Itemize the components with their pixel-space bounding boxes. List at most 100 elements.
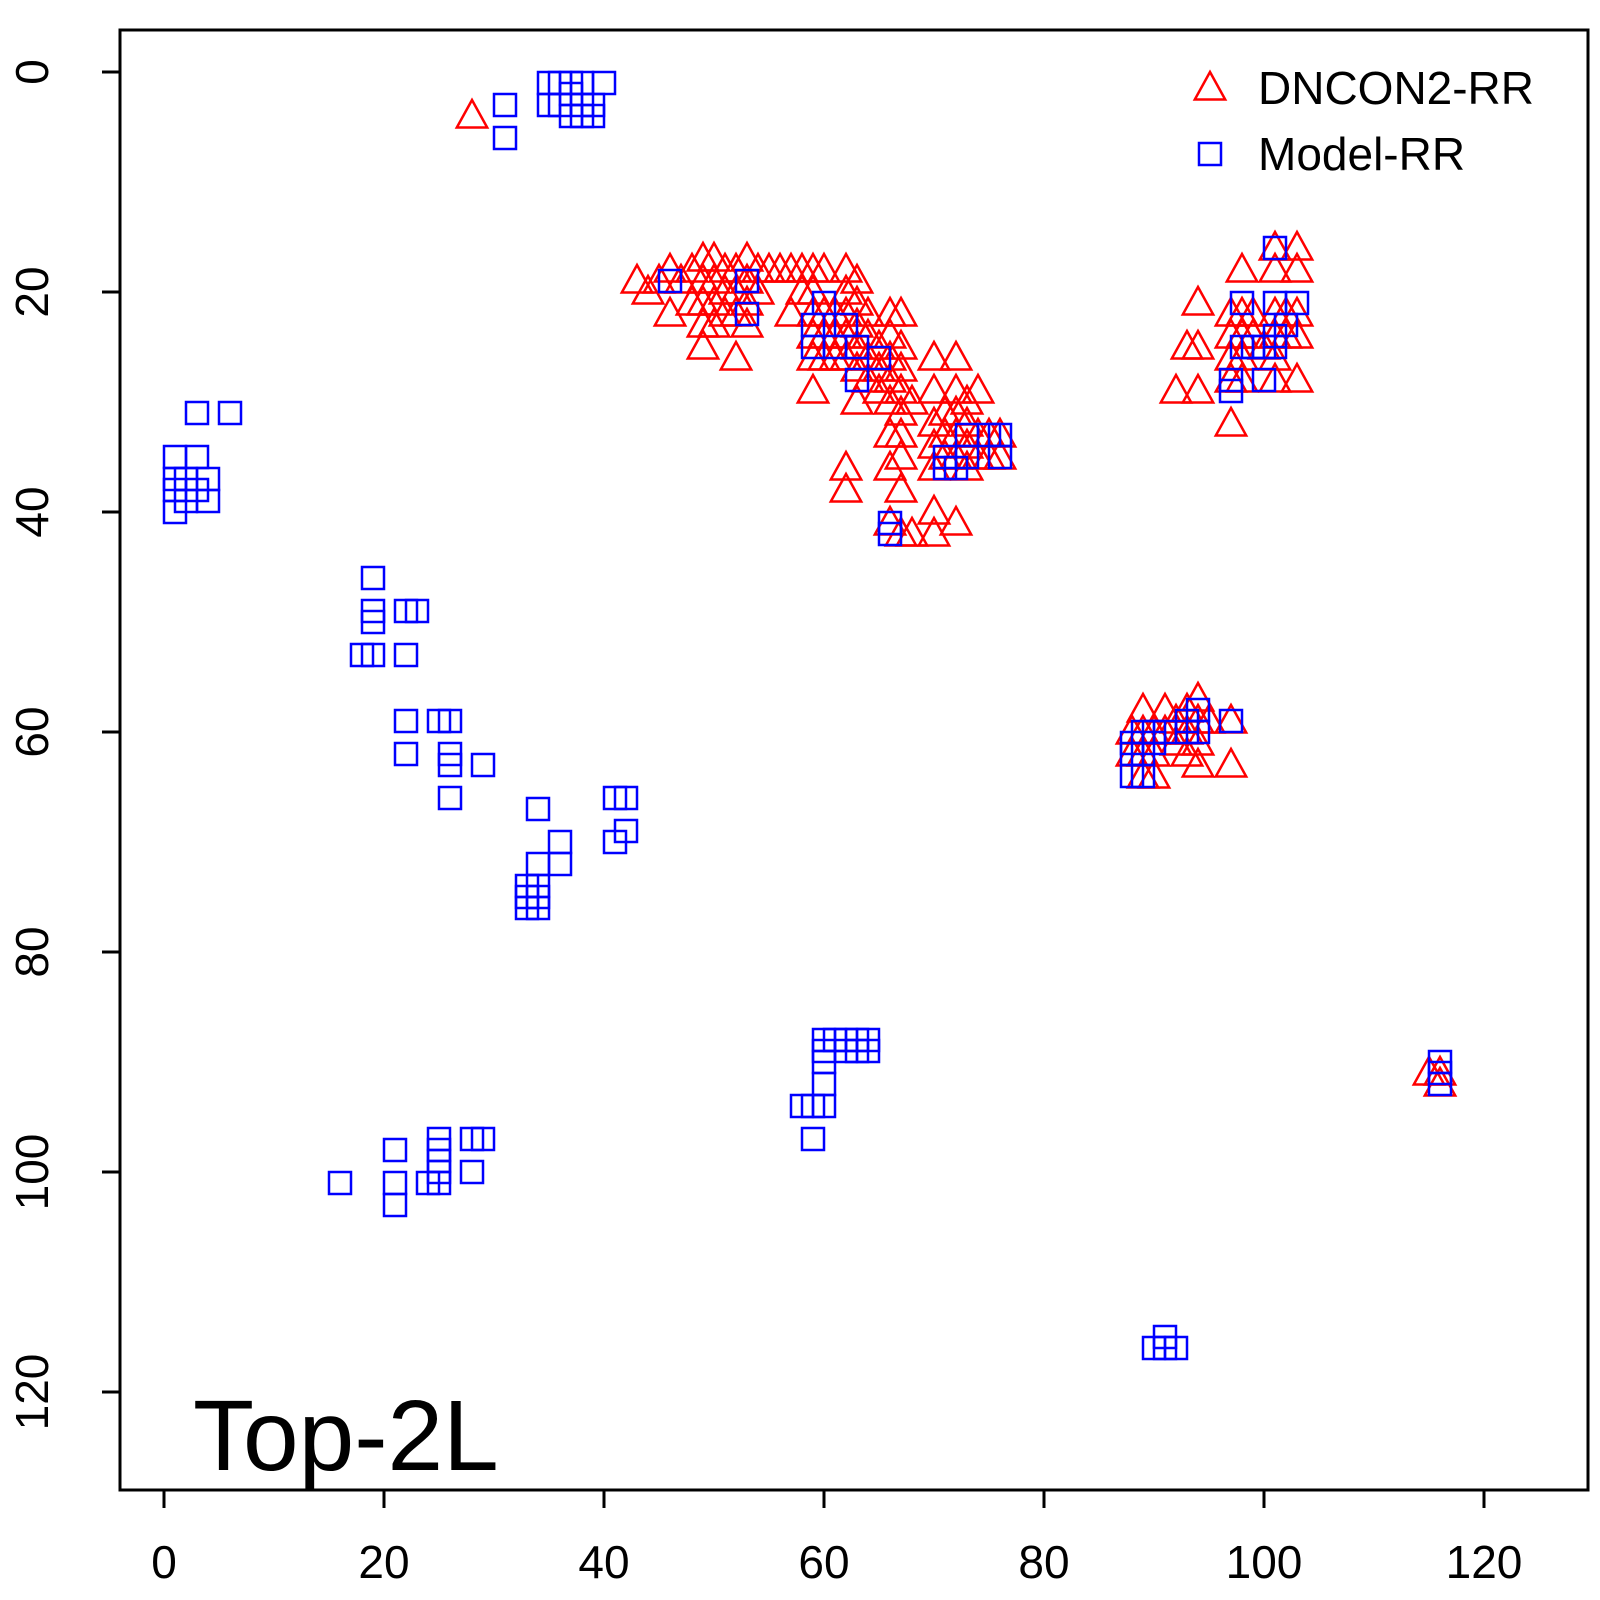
x-tick-label: 120: [1446, 1536, 1523, 1588]
triangle-point: [795, 372, 831, 404]
square-point: [1185, 719, 1211, 745]
square-point: [360, 565, 386, 591]
triangle-point: [1180, 746, 1216, 778]
x-tick-label: 0: [151, 1536, 177, 1588]
triangle-point: [828, 449, 864, 481]
square-point: [1130, 763, 1156, 789]
x-tick-label: 100: [1226, 1536, 1303, 1588]
triangle-point: [916, 339, 952, 371]
square-point: [1218, 378, 1244, 404]
square-point: [734, 301, 760, 327]
x-tick-label: 80: [1018, 1536, 1069, 1588]
square-point: [811, 290, 837, 316]
square-point: [1251, 367, 1277, 393]
square-point: [349, 642, 375, 668]
square-point: [855, 1038, 881, 1064]
square-point: [393, 741, 419, 767]
triangle-point: [652, 251, 688, 283]
triangle-point: [685, 328, 721, 360]
triangle-point: [1257, 251, 1293, 283]
triangle-point: [949, 405, 985, 437]
panel-annotation: Top-2L: [193, 1380, 499, 1492]
x-tick-label: 40: [578, 1536, 629, 1588]
triangle-point: [1279, 317, 1315, 349]
y-tick-label: 80: [6, 926, 58, 977]
triangle-point: [1279, 229, 1315, 261]
square-point: [1262, 235, 1288, 261]
square-point: [734, 268, 760, 294]
triangle-point: [1169, 735, 1205, 767]
square-point: [217, 400, 243, 426]
x-tick-label: 60: [798, 1536, 849, 1588]
square-point: [1284, 290, 1310, 316]
x-tick-label: 20: [358, 1536, 409, 1588]
square-point: [613, 785, 639, 811]
square-point: [360, 609, 386, 635]
triangle-point: [696, 240, 732, 272]
triangle-point: [883, 295, 919, 327]
series-model-rr: [162, 70, 1453, 1361]
triangle-point: [729, 284, 765, 316]
square-point: [184, 400, 210, 426]
triangle-point: [1213, 405, 1249, 437]
triangle-point: [938, 372, 974, 404]
square-point: [591, 70, 617, 96]
square-point: [470, 752, 496, 778]
triangle-point: [1279, 361, 1315, 393]
triangle-point: [1158, 724, 1194, 756]
triangle-point: [619, 262, 655, 294]
triangle-point: [1224, 251, 1260, 283]
triangle-point: [839, 350, 875, 382]
triangle-point: [938, 339, 974, 371]
square-point: [437, 752, 463, 778]
square-point: [1163, 1335, 1189, 1361]
square-point: [613, 818, 639, 844]
triangle-point: [861, 350, 897, 382]
square-point: [954, 444, 980, 470]
triangle-point: [883, 438, 919, 470]
legend: DNCON2-RR Model-RR: [1192, 62, 1534, 180]
triangle-point: [850, 295, 886, 327]
y-tick-label: 20: [6, 266, 58, 317]
triangle-point: [630, 273, 666, 305]
square-point: [1229, 290, 1255, 316]
y-tick-label: 100: [6, 1134, 58, 1211]
triangle-point: [861, 372, 897, 404]
square-point: [1218, 708, 1244, 734]
triangle-point: [894, 515, 930, 547]
square-point: [382, 1192, 408, 1218]
y-tick-label: 60: [6, 706, 58, 757]
square-point: [844, 367, 870, 393]
legend-square-icon: [1197, 141, 1223, 167]
triangle-point: [1180, 724, 1216, 756]
triangle-point: [828, 295, 864, 327]
square-point: [404, 598, 430, 624]
square-point: [987, 444, 1013, 470]
square-point: [437, 708, 463, 734]
triangle-point: [1180, 372, 1216, 404]
triangle-point: [960, 372, 996, 404]
square-point: [800, 1126, 826, 1152]
square-point: [470, 1126, 496, 1152]
y-tick-label: 40: [6, 486, 58, 537]
triangle-point: [872, 449, 908, 481]
triangle-point: [1180, 284, 1216, 316]
square-point: [327, 1170, 353, 1196]
triangle-point: [916, 372, 952, 404]
triangle-point: [883, 372, 919, 404]
triangle-point: [861, 328, 897, 360]
triangle-point: [872, 383, 908, 415]
square-point: [547, 851, 573, 877]
triangle-point: [806, 251, 842, 283]
square-point: [811, 1093, 837, 1119]
legend-label: DNCON2-RR: [1258, 62, 1534, 114]
x-axis: 0 20 40 60 80 100 120: [151, 1488, 1523, 1588]
y-tick-label: 0: [6, 59, 58, 85]
triangle-point: [718, 339, 754, 371]
legend-label: Model-RR: [1258, 128, 1465, 180]
triangle-point: [883, 350, 919, 382]
triangle-point: [883, 471, 919, 503]
triangle-point: [872, 361, 908, 393]
